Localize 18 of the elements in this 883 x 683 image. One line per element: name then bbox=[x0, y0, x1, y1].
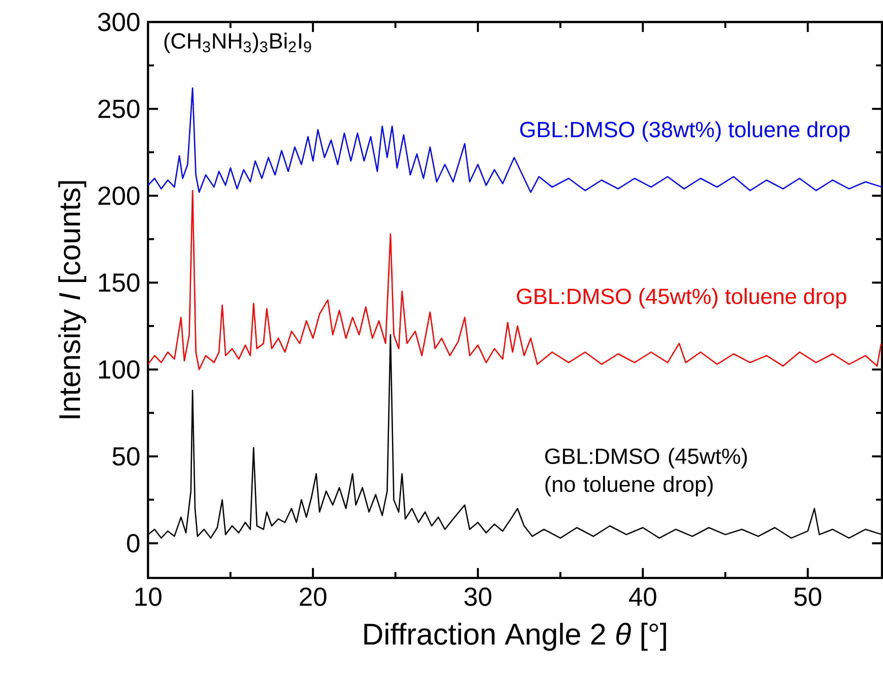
y-tick-label: 50 bbox=[112, 447, 140, 466]
x-tick-label: 40 bbox=[628, 588, 656, 606]
y-tick-label: 150 bbox=[99, 273, 140, 292]
y-tick-label: 0 bbox=[127, 534, 140, 552]
y-tick-label: 100 bbox=[99, 360, 140, 379]
x-axis-title: Diffraction Angle 2 θ [°] bbox=[364, 622, 666, 651]
series-label: GBL:DMSO (38wt%) toluene drop bbox=[520, 121, 850, 142]
text: (CH$_{3}$NH$_{3}$)$_{3}$Bi$_{2}$I$_{9}$ bbox=[164, 32, 312, 54]
x-tick-label: 10 bbox=[136, 588, 162, 606]
series-label: GBL:DMSO (45wt%) toluene drop bbox=[516, 288, 846, 309]
y-axis-title: Intensity I [counts] bbox=[58, 181, 86, 418]
x-tick-label: 20 bbox=[300, 588, 326, 606]
y-tick-label: 300 bbox=[98, 12, 140, 32]
x-tick-label: 30 bbox=[464, 588, 492, 606]
x-tick-label: 50 bbox=[794, 588, 822, 606]
y-tick-label: 250 bbox=[98, 100, 140, 118]
y-tick-label: 200 bbox=[98, 186, 140, 205]
series-label: GBL:DMSO (45wt%) (no toluene drop) bbox=[545, 448, 747, 496]
